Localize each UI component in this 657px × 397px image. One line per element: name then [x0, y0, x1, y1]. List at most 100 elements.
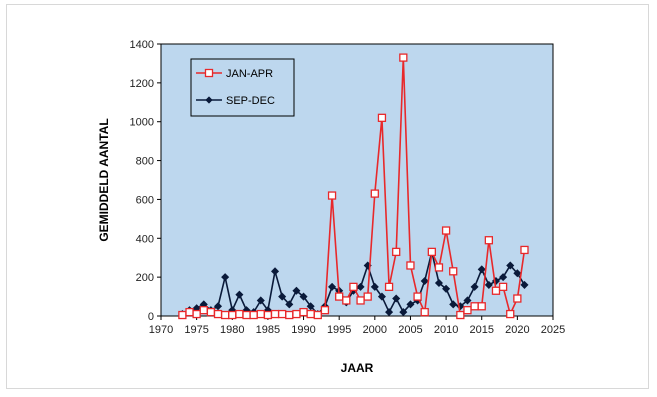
data-point-sep-dec [442, 284, 451, 293]
data-point-jan-apr [320, 306, 330, 315]
data-point-jan-apr [470, 302, 479, 311]
data-point-jan-apr [242, 310, 251, 320]
data-point-jan-apr [463, 306, 472, 315]
data-point-sep-dec [406, 300, 415, 309]
data-point-jan-apr [456, 310, 465, 320]
data-point-jan-apr [285, 310, 294, 320]
data-point-jan-apr [178, 310, 187, 320]
x-tick-label: 2000 [363, 324, 387, 336]
data-point-jan-apr [228, 310, 237, 320]
data-point-sep-dec [477, 265, 486, 274]
data-point-jan-apr [413, 292, 422, 301]
data-point-jan-apr [506, 309, 515, 319]
x-tick-label: 2020 [505, 324, 529, 336]
data-point-jan-apr [278, 309, 287, 319]
data-point-jan-apr [349, 282, 358, 292]
data-point-jan-apr [363, 292, 372, 301]
data-point-sep-dec [356, 282, 365, 291]
data-point-jan-apr [263, 310, 273, 320]
data-point-jan-apr [384, 282, 394, 292]
data-point-jan-apr [256, 309, 265, 319]
x-tick-label: 1985 [256, 324, 280, 336]
x-tick-label: 2005 [398, 324, 422, 336]
data-point-sep-dec [463, 296, 472, 305]
data-point-sep-dec [392, 294, 401, 303]
y-tick-label: 0 [148, 311, 154, 323]
x-tick-label: 1975 [184, 324, 208, 336]
data-point-sep-dec [256, 296, 265, 305]
data-point-sep-dec [235, 290, 244, 299]
legend-marker-jan-apr [204, 68, 214, 78]
data-point-sep-dec [299, 292, 308, 301]
data-point-jan-apr [420, 307, 429, 317]
data-point-sep-dec [306, 302, 315, 311]
data-point-jan-apr [406, 261, 415, 270]
y-tick-label: 1000 [130, 117, 154, 129]
data-point-sep-dec [292, 286, 301, 295]
y-axis-ticks: 0 200 400 600 800 1000 1200 1400 [130, 39, 161, 323]
x-tick-label: 2025 [541, 324, 565, 336]
data-point-sep-dec [449, 300, 458, 309]
x-tick-label: 1995 [327, 324, 351, 336]
y-tick-label: 200 [136, 272, 154, 284]
data-point-sep-dec [513, 269, 522, 278]
data-point-jan-apr [491, 286, 501, 295]
legend-marker-sep-dec [205, 96, 213, 104]
data-point-jan-apr [427, 247, 436, 257]
x-axis-title: JAAR [341, 361, 374, 375]
data-point-jan-apr [313, 310, 322, 320]
data-point-sep-dec [470, 282, 479, 291]
x-tick-label: 1970 [149, 324, 173, 336]
data-point-sep-dec [278, 292, 287, 301]
data-point-jan-apr [206, 307, 216, 317]
x-tick-label: 1980 [220, 324, 244, 336]
data-point-sep-dec [499, 273, 508, 282]
data-point-jan-apr [335, 292, 344, 301]
data-point-jan-apr [441, 226, 451, 235]
data-point-jan-apr [342, 296, 351, 305]
x-axis-ticks: 1970 1975 1980 1985 1990 1995 2000 2005 2010 2015… [149, 316, 565, 336]
data-point-jan-apr [392, 247, 401, 257]
data-point-jan-apr [327, 191, 337, 200]
data-point-jan-apr [513, 294, 522, 303]
data-point-jan-apr [498, 282, 508, 292]
legend-box [190, 58, 295, 117]
data-point-jan-apr [370, 189, 379, 198]
data-point-sep-dec [520, 280, 529, 289]
data-point-jan-apr [185, 307, 194, 317]
data-point-sep-dec [271, 267, 280, 276]
series-layer [178, 53, 529, 320]
data-point-jan-apr [299, 307, 308, 317]
data-point-jan-apr [484, 236, 494, 245]
y-tick-label: 400 [136, 233, 154, 245]
data-point-sep-dec [328, 282, 337, 291]
y-tick-label: 800 [136, 156, 154, 168]
data-point-jan-apr [377, 113, 387, 122]
legend-label-jan-apr: JAN-APR [226, 68, 273, 80]
x-tick-label: 2010 [434, 324, 458, 336]
data-point-sep-dec [420, 277, 429, 286]
data-point-jan-apr [477, 302, 486, 311]
data-point-sep-dec [385, 308, 394, 317]
data-point-jan-apr [235, 309, 244, 319]
data-point-jan-apr [292, 309, 301, 319]
data-point-sep-dec [434, 278, 443, 287]
data-point-jan-apr [434, 263, 444, 272]
data-point-jan-apr [306, 309, 315, 319]
data-point-jan-apr [399, 53, 408, 62]
data-point-sep-dec [377, 292, 386, 301]
data-point-sep-dec [285, 300, 294, 309]
x-tick-label: 2015 [469, 324, 493, 336]
y-tick-label: 600 [136, 194, 154, 206]
data-point-jan-apr [249, 310, 258, 320]
data-point-jan-apr [192, 309, 201, 319]
data-point-sep-dec [213, 302, 223, 311]
legend: JAN-APR SEP-DEC [190, 58, 295, 117]
data-point-jan-apr [199, 306, 208, 315]
y-tick-label: 1200 [130, 78, 154, 90]
y-tick-label: 1400 [130, 39, 154, 51]
data-point-jan-apr [220, 310, 230, 320]
data-point-sep-dec [221, 273, 230, 282]
data-point-jan-apr [356, 296, 365, 305]
data-point-jan-apr [213, 309, 223, 319]
